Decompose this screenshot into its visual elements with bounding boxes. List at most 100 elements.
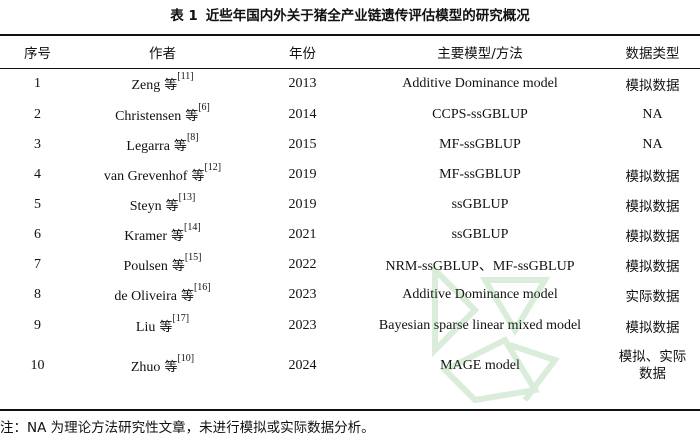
table-row: 2 Christensen 等[6] 2014 CCPS-ssGBLUP NA [0, 100, 700, 130]
table-caption-text: 近些年国内外关于猪全产业链遗传评估模型的研究概况 [205, 8, 530, 24]
row-method: Additive Dominance model [402, 287, 558, 302]
author-name: Christensen [115, 109, 182, 124]
table-header-row: 序号 作者 年份 主要模型/方法 数据类型 [0, 36, 700, 68]
row-method: ssGBLUP [451, 197, 509, 212]
row-data-type: 模拟数据 [625, 169, 680, 185]
et-al-text: 等 [164, 78, 178, 93]
et-al-text: 等 [185, 109, 199, 124]
row-no: 7 [34, 257, 41, 272]
reference-citation: [8] [186, 132, 199, 143]
table-row: 10 Zhuo 等[10] 2024 MAGE model 模拟、实际数据 [0, 342, 700, 390]
row-data-type: 模拟数据 [625, 199, 680, 215]
row-author: Liu 等[17] [75, 310, 250, 342]
row-author: Poulsen 等[15] [75, 250, 250, 280]
row-data-type-text: 模拟、实际数据 [618, 349, 687, 382]
table-row: 1 Zeng 等[11] 2013 Additive Dominance mode… [0, 68, 700, 100]
table-row: 6 Kramer 等[14] 2021 ssGBLUP 模拟数据 [0, 220, 700, 250]
row-data-type: 模拟数据 [625, 259, 680, 275]
header-data-type: 数据类型 [625, 46, 680, 62]
reference-citation: [14] [184, 222, 201, 233]
row-method: CCPS-ssGBLUP [432, 107, 528, 122]
row-no: 8 [34, 287, 41, 302]
author-name: de Oliveira [114, 289, 177, 304]
et-al-text: 等 [171, 229, 185, 244]
row-author: Christensen 等[6] [75, 100, 250, 130]
row-no: 6 [34, 227, 41, 242]
row-data-type: 模拟数据 [625, 229, 680, 245]
row-year: 2015 [288, 137, 317, 152]
row-no: 1 [34, 76, 41, 91]
table-row: 3 Legarra 等[8] 2015 MF-ssGBLUP NA [0, 130, 700, 160]
table-row: 5 Steyn 等[13] 2019 ssGBLUP 模拟数据 [0, 190, 700, 220]
row-author: Zhuo 等[10] [75, 342, 250, 390]
row-author: de Oliveira 等[16] [75, 280, 250, 310]
reference-citation: [17] [172, 313, 190, 324]
reference-citation: [16] [193, 282, 211, 293]
bottom-rule [0, 409, 700, 411]
row-year: 2013 [288, 76, 317, 91]
header-no: 序号 [24, 46, 51, 62]
author-name: Legarra [126, 139, 170, 154]
et-al-text: 等 [173, 139, 187, 154]
table-row: 9 Liu 等[17] 2023 Bayesian sparse linear m… [0, 310, 700, 342]
row-year: 2014 [288, 107, 317, 122]
research-table: 序号 作者 年份 主要模型/方法 数据类型 1 Zeng 等[11] 2013 A… [0, 36, 700, 390]
author-name: van Grevenhof [103, 169, 188, 184]
author-name: Zeng [131, 78, 161, 93]
top-rule [0, 34, 700, 36]
table-caption-label: 表 1 [170, 8, 198, 24]
reference-citation: [11] [177, 71, 194, 82]
row-author: Zeng 等[11] [75, 68, 250, 100]
row-method: ssGBLUP [451, 227, 509, 242]
row-method: MAGE model [440, 358, 520, 373]
row-method: NRM-ssGBLUP、MF-ssGBLUP [385, 259, 575, 274]
table-row: 7 Poulsen 等[15] 2022 NRM-ssGBLUP、MF-ssGBL… [0, 250, 700, 280]
et-al-text: 等 [171, 259, 185, 274]
et-al-text: 等 [180, 289, 194, 304]
row-year: 2022 [288, 257, 317, 272]
row-year: 2019 [288, 197, 317, 212]
et-al-text: 等 [159, 320, 173, 335]
row-method: Bayesian sparse linear mixed model [378, 318, 582, 333]
row-year: 2021 [288, 227, 317, 242]
row-no: 9 [34, 318, 41, 333]
reference-citation: [12] [204, 162, 222, 173]
et-al-text: 等 [165, 199, 179, 214]
author-name: Zhuo [130, 360, 161, 375]
row-method: Additive Dominance model [402, 76, 558, 91]
row-year: 2023 [288, 318, 317, 333]
row-author: Legarra 等[8] [75, 130, 250, 160]
et-al-text: 等 [191, 169, 205, 184]
table-caption: 表 1 近些年国内外关于猪全产业链遗传评估模型的研究概况 [0, 4, 700, 24]
row-data-type: 模拟数据 [625, 78, 680, 94]
row-data-type: 模拟、实际数据 [605, 342, 700, 390]
et-al-text: 等 [164, 360, 178, 375]
reference-citation: [10] [177, 353, 195, 364]
row-method: MF-ssGBLUP [439, 137, 521, 152]
author-name: Liu [135, 320, 156, 335]
reference-citation: [13] [178, 192, 196, 203]
row-year: 2024 [288, 358, 317, 373]
row-no: 2 [34, 107, 41, 122]
row-no: 10 [30, 358, 45, 373]
row-author: van Grevenhof 等[12] [75, 160, 250, 190]
reference-citation: [6] [198, 102, 210, 113]
reference-citation: [15] [184, 252, 202, 263]
row-no: 3 [34, 137, 41, 152]
row-data-type: NA [642, 137, 663, 152]
row-data-type: 模拟数据 [625, 320, 680, 336]
row-no: 4 [34, 167, 41, 182]
table-row: 8 de Oliveira 等[16] 2023 Additive Dominan… [0, 280, 700, 310]
row-no: 5 [34, 197, 41, 212]
row-data-type: 实际数据 [625, 289, 680, 305]
header-author: 作者 [149, 46, 176, 62]
header-rule [0, 68, 700, 69]
row-year: 2023 [288, 287, 317, 302]
author-name: Poulsen [123, 259, 168, 274]
row-data-type: NA [642, 107, 663, 122]
row-author: Kramer 等[14] [75, 220, 250, 250]
row-author: Steyn 等[13] [75, 190, 250, 220]
row-year: 2019 [288, 167, 317, 182]
table-footnote: 注：NA 为理论方法研究性文章，未进行模拟或实际数据分析。 [0, 420, 375, 436]
row-method: MF-ssGBLUP [439, 167, 521, 182]
